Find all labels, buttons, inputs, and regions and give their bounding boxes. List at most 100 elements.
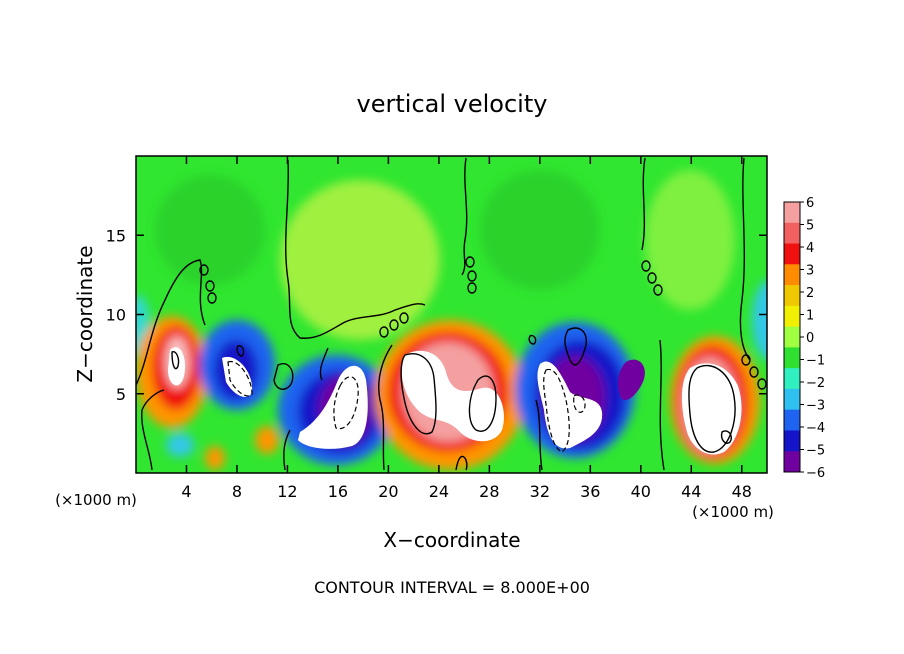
contour-zero-6 — [283, 429, 291, 471]
colorbar-swatch — [784, 451, 800, 473]
core-cell6 — [681, 363, 742, 455]
colorbar-swatch — [784, 409, 800, 431]
core-cell2 — [222, 356, 253, 397]
low-updraft-blob-2 — [255, 426, 279, 454]
x-tick-label: 32 — [530, 482, 550, 501]
contour-loop-11 — [647, 272, 657, 284]
x-unit-right: (×1000 m) — [692, 503, 774, 521]
colorbar-label: 0 — [806, 331, 814, 346]
contour-zero-13 — [564, 327, 587, 366]
x-tick-label: 40 — [631, 482, 651, 501]
x-unit-left: (×1000 m) — [55, 491, 137, 509]
colorbar-label: 1 — [806, 309, 814, 324]
y-tick-label: 5 — [116, 385, 126, 404]
colorbar-swatch — [784, 243, 800, 265]
contour-zero-21 — [528, 334, 537, 345]
colorbar-swatch — [784, 347, 800, 369]
contour-zero-16 — [739, 157, 751, 361]
weak-updraft-upper-right — [480, 170, 600, 290]
colorbar-swatch — [784, 430, 800, 452]
contour-loop-12 — [653, 284, 663, 296]
contour-loop-13 — [741, 354, 751, 366]
core-cell3 — [298, 365, 368, 449]
colorbar-swatch — [784, 285, 800, 307]
weak-updraft-upper-mid — [280, 180, 440, 340]
colorbar-label: −1 — [806, 354, 825, 369]
x-tick-label: 36 — [580, 482, 600, 501]
y-axis: 5 10 15 — [106, 226, 767, 404]
contour-interval-note: CONTOUR INTERVAL = 8.000E+00 — [314, 578, 590, 597]
contour-zero-4 — [273, 363, 294, 390]
contour-loop-3 — [207, 292, 217, 304]
colorbar-label: 4 — [806, 241, 814, 256]
contour-lines — [136, 157, 767, 471]
contour-zero-12 — [535, 399, 543, 471]
y-axis-label: Z−coordinate — [73, 245, 97, 382]
chart-title: vertical velocity — [357, 90, 548, 118]
contour-zero-10 — [400, 353, 437, 435]
contour-zero-2 — [141, 389, 165, 471]
low-updraft-blob-1 — [205, 446, 225, 470]
colorbar-swatch — [784, 305, 800, 328]
plot-area — [136, 156, 767, 473]
contour-loop-1 — [199, 264, 209, 276]
colorbar-label: 2 — [806, 286, 814, 301]
colorbar-swatch — [784, 326, 800, 348]
contour-zero-17 — [688, 364, 736, 453]
contour-loop-6 — [399, 312, 409, 324]
core-cell5b — [618, 359, 645, 401]
contour-lines-negative — [227, 360, 586, 453]
contour-zero-20 — [236, 345, 245, 357]
contour-zero-3 — [285, 159, 426, 339]
contour-zero-11 — [455, 455, 468, 471]
colorbar-label: −2 — [806, 376, 825, 391]
x-tick-label: 4 — [181, 482, 191, 501]
contour-neg-4 — [573, 394, 586, 413]
contour-loop-14 — [749, 366, 759, 378]
contour-loop-7 — [465, 256, 475, 268]
contour-neg-1 — [227, 360, 253, 397]
contour-loop-9 — [467, 282, 477, 294]
contour-zero-19 — [171, 351, 180, 370]
x-tick-label: 44 — [681, 482, 701, 501]
contour-neg-2 — [333, 376, 359, 430]
contour-loop-4 — [379, 326, 389, 338]
colorbar: 6 5 4 3 2 1 0 −1 −2 −3 −4 −5 −6 — [783, 196, 825, 481]
colorbar-label: −5 — [806, 444, 825, 459]
colorbar-swatch — [784, 368, 800, 390]
core-cell5 — [537, 361, 603, 449]
x-tick-label: 8 — [232, 482, 242, 501]
contour-loop-2 — [205, 280, 215, 292]
x-axis: 4 8 12 16 20 24 28 32 36 40 44 48 — [181, 156, 752, 501]
colorbar-swatch — [784, 264, 800, 286]
contour-loop-5 — [389, 319, 399, 331]
colorbar-swatch — [784, 202, 800, 224]
y-tick-label: 10 — [106, 306, 126, 325]
contour-loop-8 — [467, 270, 477, 282]
x-tick-label: 28 — [479, 482, 499, 501]
contour-zero-8 — [461, 157, 468, 276]
core-cell4 — [401, 350, 504, 442]
weak-updraft-upper-left — [155, 175, 265, 285]
colorbar-label: −4 — [806, 421, 825, 436]
colorbar-label: 6 — [806, 196, 814, 211]
contour-zero-1 — [136, 259, 206, 386]
colorbar-swatch — [784, 222, 800, 245]
colorbar-label: 3 — [806, 264, 814, 279]
x-tick-label: 16 — [328, 482, 348, 501]
contour-zero-18 — [720, 430, 732, 444]
contour-zero-15 — [659, 339, 665, 471]
weak-downdraft-right-edge — [752, 280, 767, 360]
contour-zero-7 — [378, 344, 393, 471]
colorbar-swatch — [784, 388, 800, 411]
x-tick-label: 24 — [429, 482, 449, 501]
contour-loop-10 — [641, 260, 651, 272]
contour-zero-9 — [468, 375, 497, 432]
colorbar-label: −6 — [806, 466, 825, 481]
contour-neg-3 — [543, 368, 570, 453]
colorbar-label: −3 — [806, 399, 825, 414]
contour-loop-15 — [757, 378, 767, 390]
x-axis-label: X−coordinate — [383, 528, 520, 552]
x-tick-label: 12 — [277, 482, 297, 501]
